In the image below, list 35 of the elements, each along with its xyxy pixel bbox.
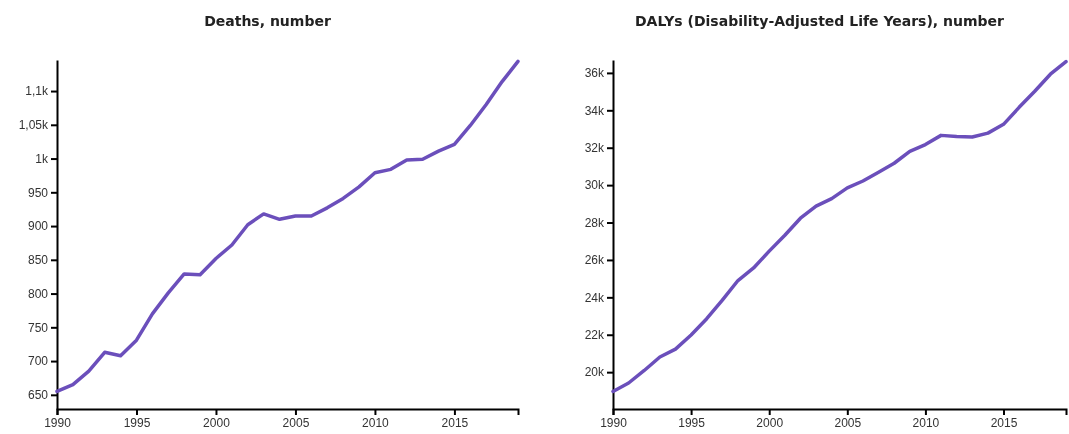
y-tick-label: 36k bbox=[584, 66, 605, 81]
y-tick-label: 24k bbox=[584, 290, 605, 305]
x-tick-label: 2000 bbox=[203, 415, 231, 430]
y-tick-label: 1k bbox=[35, 151, 49, 166]
x-tick-label: 1995 bbox=[678, 415, 706, 430]
y-tick-label: 950 bbox=[27, 185, 49, 200]
y-tick-label: 30k bbox=[584, 178, 605, 193]
x-tick-label: 2005 bbox=[282, 415, 310, 430]
y-tick-label: 700 bbox=[27, 354, 49, 369]
y-tick-label: 850 bbox=[27, 253, 49, 268]
chart-title: DALYs (Disability-Adjusted Life Years), number bbox=[635, 13, 1005, 29]
y-tick-label: 20k bbox=[584, 365, 605, 380]
chart-title: Deaths, number bbox=[204, 13, 331, 29]
line-series bbox=[55, 59, 520, 394]
x-tick-label: 2015 bbox=[441, 415, 469, 430]
x-tick-label: 2005 bbox=[834, 415, 862, 430]
y-tick-label: 800 bbox=[27, 286, 49, 301]
line-series bbox=[611, 59, 1068, 394]
x-tick-label: 2015 bbox=[990, 415, 1018, 430]
x-tick-label: 2000 bbox=[756, 415, 784, 430]
x-tick-label: 1995 bbox=[123, 415, 151, 430]
x-tick-label: 1990 bbox=[44, 415, 72, 430]
x-tick-label: 1990 bbox=[600, 415, 628, 430]
y-tick-label: 1,1k bbox=[25, 84, 49, 99]
y-tick-label: 650 bbox=[27, 388, 49, 403]
y-tick-label: 22k bbox=[584, 328, 605, 343]
y-tick-label: 900 bbox=[27, 219, 49, 234]
y-tick-label: 34k bbox=[584, 103, 605, 118]
y-tick-label: 28k bbox=[584, 215, 605, 230]
y-tick-label: 1,05k bbox=[18, 118, 49, 133]
y-tick-label: 750 bbox=[27, 320, 49, 335]
y-tick-label: 32k bbox=[584, 141, 605, 156]
y-tick-label: 26k bbox=[584, 253, 605, 268]
x-tick-label: 2010 bbox=[912, 415, 940, 430]
x-tick-label: 2010 bbox=[362, 415, 390, 430]
